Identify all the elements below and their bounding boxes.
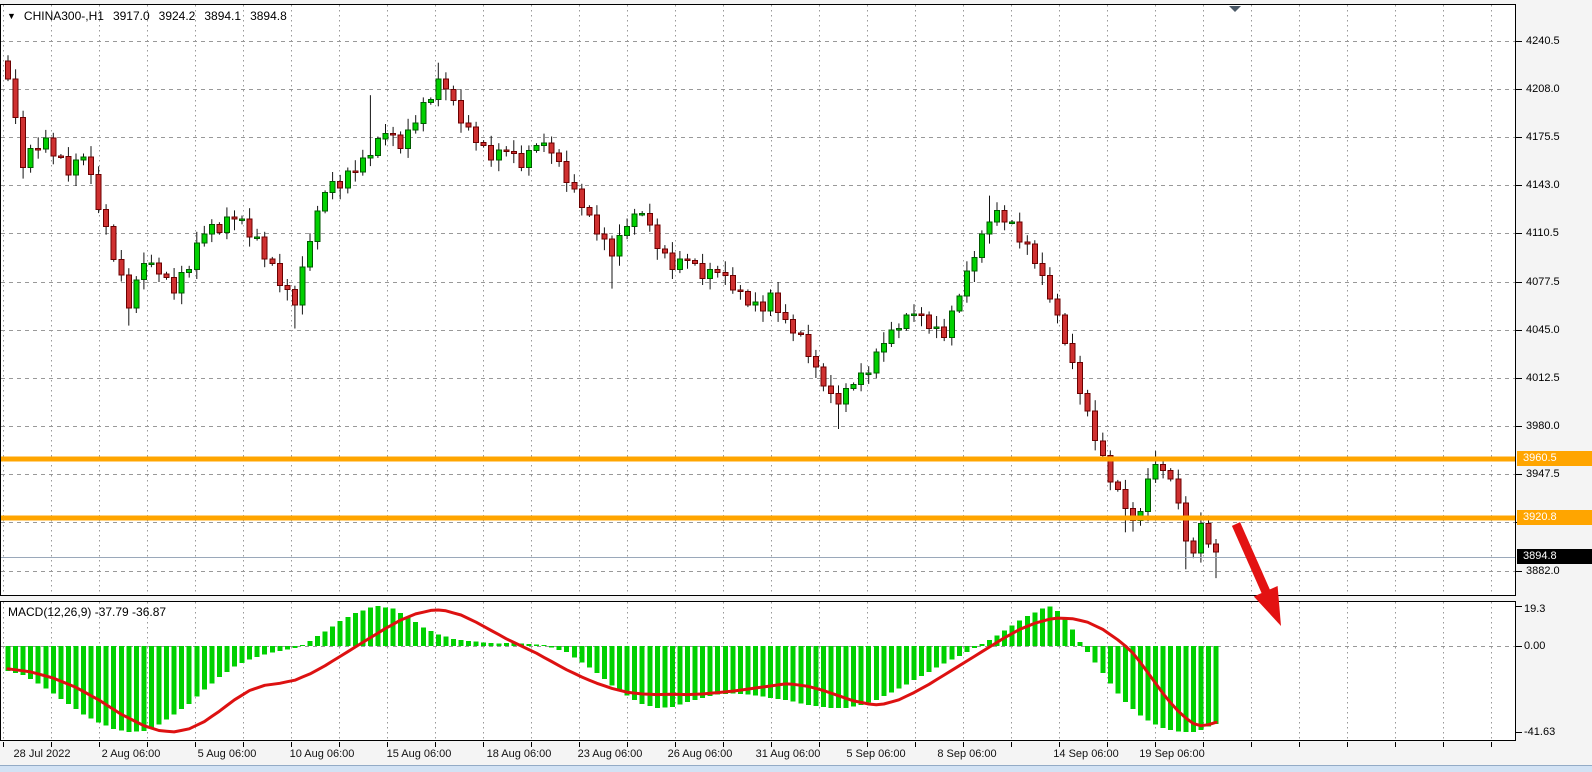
price-label-support: 3920.8 <box>1517 510 1592 525</box>
quote-high: 3924.2 <box>158 9 196 23</box>
price-tick-label: 4110.5 <box>1526 227 1559 239</box>
time-tick-label: 8 Sep 06:00 <box>937 748 997 760</box>
quote-low: 3894.1 <box>204 9 242 23</box>
time-tick-label: 23 Aug 06:00 <box>577 748 643 760</box>
time-tick-label: 2 Aug 06:00 <box>101 748 161 760</box>
price-label-last: 3894.8 <box>1517 549 1592 564</box>
price-tick-label: 4208.0 <box>1526 83 1560 95</box>
time-tick-label: 14 Sep 06:00 <box>1053 748 1119 760</box>
macd-tick-label: 19.3 <box>1524 603 1546 615</box>
price-tick-label: 4077.5 <box>1526 276 1560 288</box>
time-tick-label: 18 Aug 06:00 <box>486 748 552 760</box>
macd-plot <box>5 606 1219 734</box>
price-tick-label: 4143.0 <box>1526 179 1560 191</box>
time-tick-label: 10 Aug 06:00 <box>289 748 355 760</box>
trend-arrow[interactable] <box>1231 522 1281 626</box>
time-tick-label: 15 Aug 06:00 <box>386 748 452 760</box>
chart-panels <box>0 4 1516 741</box>
grid-lines <box>1 5 1515 740</box>
price-tick-label: 3980.0 <box>1526 420 1560 432</box>
price-label-resistance: 3960.5 <box>1517 451 1592 466</box>
quote-open: 3917.0 <box>112 9 150 23</box>
price-tick-label: 4012.5 <box>1526 372 1560 384</box>
price-tick-label: 3947.5 <box>1526 468 1560 480</box>
chart-title: ▼ CHINA300-,H1 3917.0 3924.2 3894.1 3894… <box>7 9 287 23</box>
candles <box>5 55 1219 579</box>
time-tick-label: 31 Aug 06:00 <box>755 748 821 760</box>
time-tick-label: 26 Aug 06:00 <box>667 748 733 760</box>
time-tick-label: 5 Aug 06:00 <box>197 748 257 760</box>
symbol-name: CHINA300-,H1 <box>23 9 104 23</box>
time-tick-label: 5 Sep 06:00 <box>846 748 906 760</box>
chart-shift-marker[interactable] <box>1229 6 1241 12</box>
symbol-dropdown-icon[interactable]: ▼ <box>7 11 16 21</box>
axis-ticks <box>3 41 1522 747</box>
price-tick-label: 4175.5 <box>1526 131 1560 143</box>
level-lines[interactable] <box>0 456 1516 558</box>
macd-tick-label: 0.00 <box>1524 640 1546 652</box>
time-tick-label: 19 Sep 06:00 <box>1139 748 1205 760</box>
status-strip <box>0 765 1592 772</box>
price-tick-label: 3882.0 <box>1526 565 1560 577</box>
price-tick-label: 4240.5 <box>1526 35 1560 47</box>
macd-tick-label: -41.63 <box>1524 726 1556 738</box>
time-tick-label: 28 Jul 2022 <box>13 748 71 760</box>
price-tick-label: 4045.0 <box>1526 324 1560 336</box>
macd-indicator-label: MACD(12,26,9) -37.79 -36.87 <box>8 605 167 619</box>
quote-close: 3894.8 <box>250 9 287 23</box>
